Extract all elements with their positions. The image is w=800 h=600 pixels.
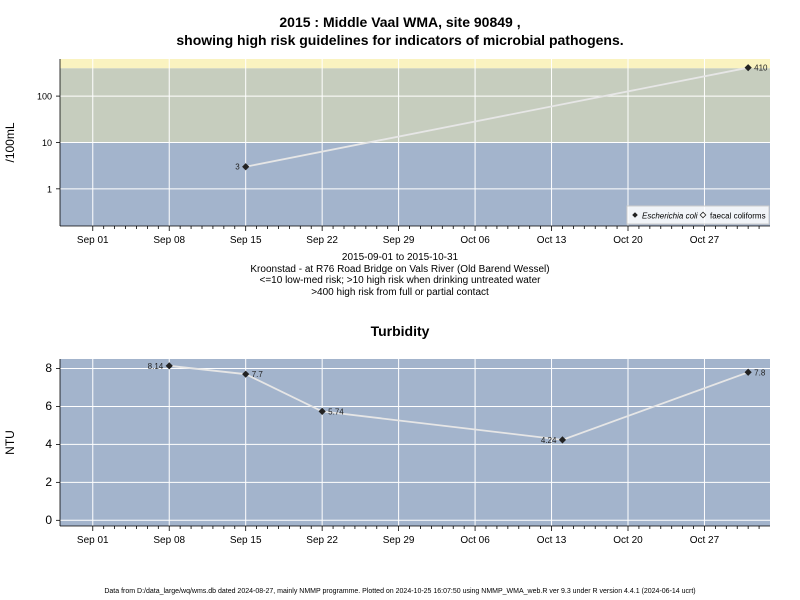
data-point [744,368,752,376]
data-label: 3 [235,163,240,172]
data-label: 8.14 [148,362,164,371]
y-axis-label: NTU [3,430,17,455]
caption-date-range: 2015-09-01 to 2015-10-31 [341,252,459,263]
data-point [242,163,250,171]
y-tick-label: 100 [37,92,52,102]
legend-entry: Escherichia coli [642,212,698,221]
data-label: 5.74 [328,407,344,416]
legend-box [626,205,770,225]
y-tick-label: 2 [45,475,52,489]
caption-guideline-2: >400 high risk from full or partial cont… [311,286,489,298]
chart-title: 2015 : Middle Vaal WMA, site 90849 , sho… [0,13,800,49]
data-point [558,436,567,444]
caption-guideline-1: <=10 low-med risk; >10 high risk when dr… [259,275,541,286]
data-label: 4.24 [541,436,557,445]
x-tick-label: Oct 27 [690,535,720,546]
plot-background [60,359,770,526]
y-tick-label: 0 [45,513,52,527]
y-tick-label: 4 [45,437,52,451]
data-point [744,64,752,72]
x-tick-label: Oct 20 [613,535,643,546]
x-tick-label: Oct 13 [537,235,567,246]
data-point [318,407,326,415]
series-line [245,66,749,168]
x-tick-label: Sep 29 [383,535,415,546]
x-tick-label: Oct 20 [613,235,643,246]
data-point [242,370,250,378]
x-tick-label: Sep 22 [306,235,338,246]
x-tick-label: Sep 01 [77,535,109,546]
data-label: 7.7 [252,370,264,379]
y-tick-label: 8 [45,361,52,375]
x-tick-label: Oct 27 [690,235,720,246]
x-tick-label: Sep 01 [77,235,109,246]
x-tick-label: Oct 06 [460,235,490,246]
y-axis-label: /100mL [3,122,17,162]
y-tick-label: 1 [47,184,52,194]
x-tick-label: Oct 06 [460,535,490,546]
x-tick-label: Oct 13 [537,535,567,546]
chart-caption: 2015-09-01 to 2015-10-31 Kroonstad - at … [0,252,800,298]
chart-title-line-1: 2015 : Middle Vaal WMA, site 90849 , [279,14,521,30]
data-label: 410 [754,64,768,73]
x-tick-label: Sep 15 [230,535,262,546]
y-tick-label: 6 [45,399,52,413]
x-tick-label: Sep 15 [230,235,262,246]
chart-title-line-2: showing high risk guidelines for indicat… [176,32,624,48]
data-label: 7.8 [754,368,766,377]
data-point [165,362,173,370]
footer-note: Data from D:/data_large/wq/wms.db dated … [104,588,696,595]
x-tick-label: Sep 29 [383,235,415,246]
legend-marker-open [699,211,707,219]
risk-band-2 [60,59,770,69]
legend-marker-filled [632,212,638,218]
caption-site: Kroonstad - at R76 Road Bridge on Vals R… [250,263,550,275]
x-tick-label: Sep 08 [153,235,185,246]
x-tick-label: Sep 08 [153,535,185,546]
turbidity-title: Turbidity [370,323,430,339]
legend-entry: faecal coliforms [710,212,766,221]
y-tick-label: 10 [42,138,52,148]
x-tick-label: Sep 22 [306,535,338,546]
risk-band-1 [60,68,770,143]
